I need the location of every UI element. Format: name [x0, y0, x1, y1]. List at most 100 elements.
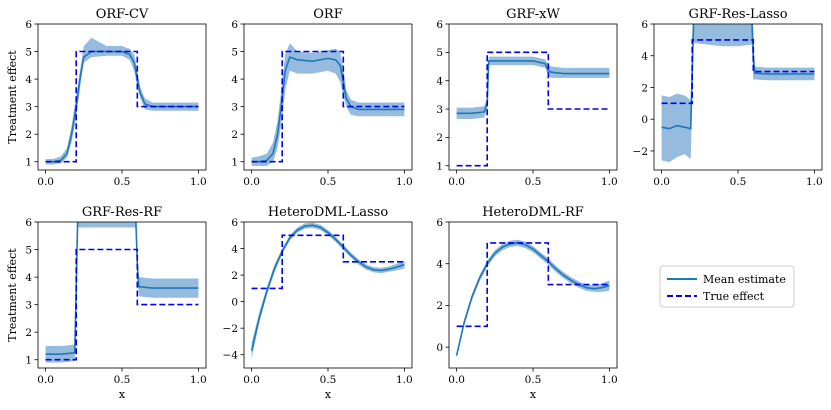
y-axis-label: Treatment effect [6, 50, 19, 144]
mean-estimate-line [251, 56, 405, 163]
true-effect-line [251, 234, 405, 290]
x-tick-label: 0.5 [525, 176, 542, 188]
axes-frame [448, 221, 618, 369]
x-tick-label: 0.0 [448, 176, 465, 188]
x-tick-label: 1.0 [396, 176, 413, 188]
y-tick-label: 6 [231, 217, 238, 229]
legend-truth-label: True effect [703, 290, 765, 303]
y-tick-label: 4 [436, 75, 443, 87]
y-tick-label: 4 [436, 259, 443, 271]
x-tick-label: 0.0 [243, 176, 260, 188]
legend: Mean estimate True effect [659, 265, 795, 308]
y-tick-label: 1 [231, 157, 238, 169]
confidence-band [456, 56, 610, 119]
mean-estimate-line [456, 60, 610, 115]
true-effect-line [45, 248, 199, 361]
y-tick-label: 0 [436, 342, 443, 354]
confidence-band [251, 222, 405, 359]
mean-estimate-line [45, 222, 199, 356]
true-effect-line [45, 50, 199, 163]
confidence-band [661, 24, 815, 163]
legend-frame [659, 265, 795, 308]
y-tick-label: −2 [633, 146, 648, 158]
y-tick-label: 3 [436, 104, 443, 116]
mean-estimate-line [45, 50, 199, 163]
y-tick-label: 6 [436, 19, 443, 31]
y-tick-label: 6 [436, 217, 443, 229]
x-tick-label: 0.5 [114, 176, 131, 188]
axes-frame [243, 23, 413, 171]
subplot-6: 0.0 0.5 1.0 −4 −2 0 2 4 6 HeteroDML-Lasso x [223, 205, 413, 401]
axes-frame [37, 23, 207, 171]
x-tick-label: 0.0 [653, 176, 670, 188]
y-tick-label: 2 [436, 132, 443, 144]
axes-frame [243, 221, 413, 369]
y-tick-label: 5 [231, 46, 238, 58]
y-tick-label: 2 [231, 129, 238, 141]
y-tick-label: 5 [25, 244, 32, 256]
x-tick-label: 0.5 [525, 374, 542, 386]
x-tick-label: 0.5 [730, 176, 747, 188]
y-tick-label: 2 [25, 129, 32, 141]
y-tick-label: 4 [25, 272, 32, 284]
x-axis-label: x [530, 388, 537, 401]
x-tick-label: 0.0 [448, 374, 465, 386]
subplot-title: HeteroDML-RF [482, 205, 584, 220]
x-tick-label: 0.5 [320, 176, 337, 188]
y-tick-label: 3 [25, 101, 32, 113]
y-tick-label: 1 [25, 157, 32, 169]
y-tick-label: 2 [436, 300, 443, 312]
subplot-title: GRF-Res-Lasso [688, 7, 787, 22]
x-tick-label: 1.0 [190, 374, 207, 386]
y-tick-label: 0 [231, 296, 238, 308]
x-axis-label: x [119, 388, 126, 401]
x-tick-label: 0.0 [243, 374, 260, 386]
y-tick-label: 4 [231, 74, 238, 86]
subplot-7: 0.0 0.5 1.0 0 2 4 6 HeteroDML-RF x [436, 205, 617, 401]
y-tick-label: 6 [641, 19, 648, 31]
mean-estimate-line [250, 224, 405, 351]
true-effect-line [251, 50, 405, 163]
y-tick-label: 6 [25, 217, 32, 229]
y-tick-label: 4 [25, 74, 32, 86]
subplot-1: 0.0 0.5 1.0 1 2 3 4 5 6 ORF-CV Treatment effect [6, 7, 207, 188]
y-axis-label: Treatment effect [6, 248, 19, 342]
subplot-title: GRF-xW [506, 7, 560, 22]
y-tick-label: 4 [641, 51, 648, 63]
mean-estimate-line [455, 242, 610, 356]
subplot-2: 0.0 0.5 1.0 1 2 3 4 5 6 ORF [231, 7, 412, 188]
y-tick-label: 6 [25, 19, 32, 31]
axes-frame [448, 23, 618, 171]
x-tick-label: 1.0 [396, 374, 413, 386]
subplot-5: 0.0 0.5 1.0 1 2 3 4 5 6 GRF-Res-RF Treatment effec… [6, 205, 207, 401]
y-tick-label: −4 [223, 350, 239, 362]
subplot-title: GRF-Res-RF [82, 205, 162, 220]
subplot-3: 0.0 0.5 1.0 1 2 3 4 5 6 GRF-xW [436, 7, 617, 188]
x-axis-label: x [325, 388, 332, 401]
x-tick-label: 1.0 [601, 374, 618, 386]
mean-estimate-line [661, 24, 815, 130]
y-tick-label: 5 [25, 46, 32, 58]
true-effect-line [456, 242, 610, 328]
y-tick-label: 1 [436, 161, 443, 173]
x-tick-label: 0.5 [114, 374, 131, 386]
confidence-band [456, 239, 610, 358]
y-tick-label: 3 [231, 101, 238, 113]
x-tick-label: 1.0 [601, 176, 618, 188]
x-tick-label: 0.0 [37, 176, 54, 188]
y-tick-label: −2 [223, 323, 238, 335]
subplot-title: ORF [313, 7, 342, 22]
subplot-4: 0.0 0.5 1.0 −2 0 2 4 6 GRF-Res-Lasso [633, 7, 823, 188]
y-tick-label: 4 [231, 243, 238, 255]
legend-mean-label: Mean estimate [703, 273, 786, 286]
y-tick-label: 6 [231, 19, 238, 31]
y-tick-label: 2 [231, 270, 238, 282]
confidence-band [45, 222, 199, 363]
y-tick-label: 1 [25, 355, 32, 367]
y-tick-label: 3 [25, 299, 32, 311]
y-tick-label: 0 [641, 114, 648, 126]
y-tick-label: 2 [641, 82, 648, 94]
y-tick-label: 2 [25, 327, 32, 339]
